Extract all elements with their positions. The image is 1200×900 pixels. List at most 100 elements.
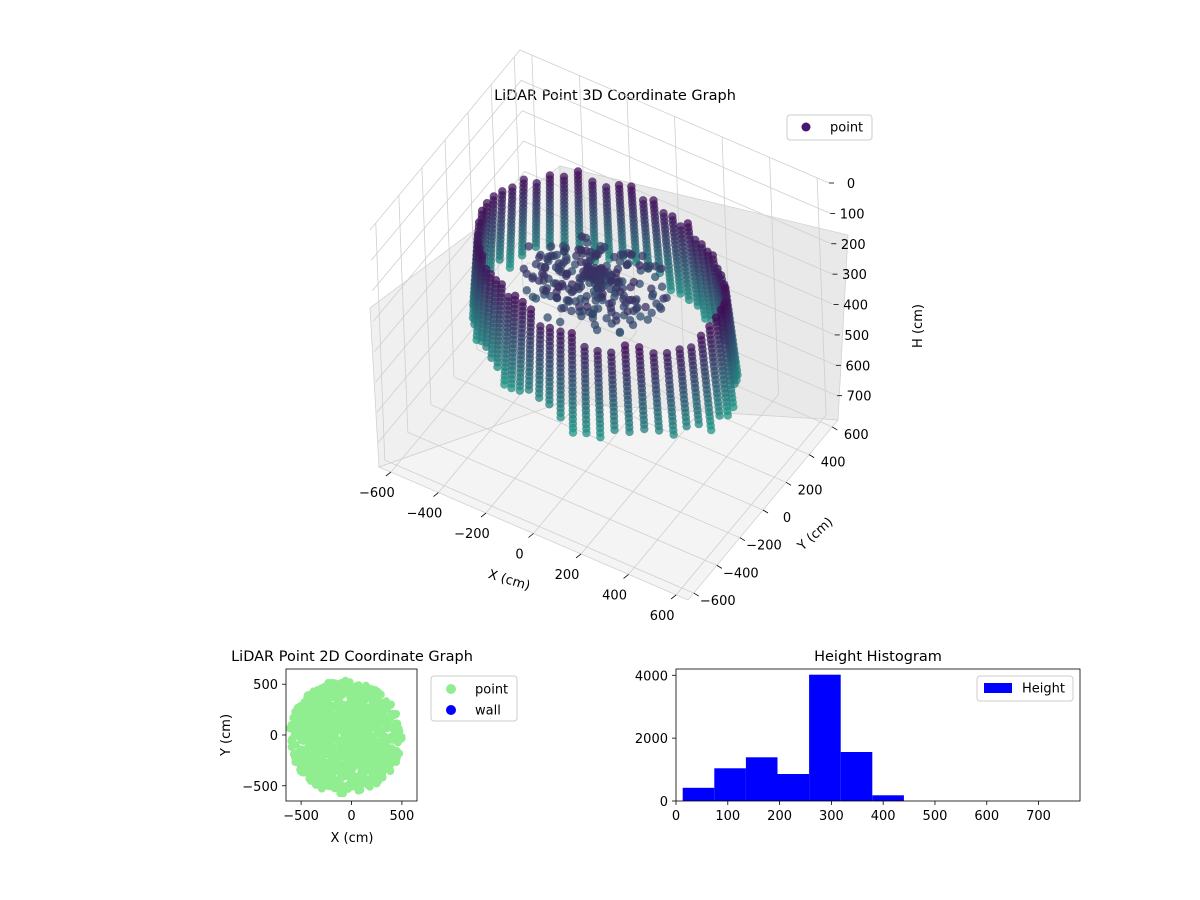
x-axis-label-2d: X (cm) xyxy=(331,831,374,846)
point-3d xyxy=(552,287,561,297)
point-3d xyxy=(522,286,531,295)
point-3d xyxy=(524,385,534,394)
point-3d xyxy=(486,269,495,279)
point-2d xyxy=(307,741,316,750)
point-2d xyxy=(372,700,381,709)
point-3d xyxy=(524,242,533,251)
point-3d xyxy=(669,430,678,439)
point-2d xyxy=(353,747,361,756)
point-3d xyxy=(647,308,656,317)
point-3d xyxy=(528,274,537,283)
point-2d xyxy=(362,707,371,716)
point-3d xyxy=(715,411,724,420)
point-2d xyxy=(317,784,326,793)
point-2d xyxy=(354,786,363,795)
point-3d xyxy=(625,427,634,437)
point-3d xyxy=(489,192,498,201)
z-tick-label-3d: 200 xyxy=(841,238,866,253)
point-3d xyxy=(577,274,586,284)
point-2d xyxy=(309,726,317,735)
point-2d xyxy=(363,714,372,723)
point-3d xyxy=(633,303,642,312)
y-tick-label-3d: −200 xyxy=(746,539,782,554)
point-3d xyxy=(493,362,502,372)
point-3d xyxy=(668,212,677,221)
grid-line-z xyxy=(372,110,832,292)
point-2d xyxy=(337,787,346,795)
point-2d xyxy=(337,679,346,687)
point-3d xyxy=(576,257,586,267)
y-tick-3d xyxy=(716,565,723,569)
ticks-histogram: 0 100 200 300 400 500 600 700 0 2000 4000 xyxy=(635,669,1051,824)
x-tick-3d xyxy=(385,471,392,477)
point-2d xyxy=(315,710,324,719)
grid-line-y xyxy=(398,195,718,566)
legend-2d: point wall xyxy=(430,675,518,722)
z-axis-label-3d: H (cm) xyxy=(911,304,926,348)
point-2d xyxy=(326,718,335,727)
point-2d xyxy=(305,774,314,783)
point-3d xyxy=(614,181,624,190)
point-2d xyxy=(329,684,338,693)
point-2d xyxy=(308,705,316,714)
point-2d xyxy=(303,691,312,700)
grid-line-x xyxy=(485,96,637,514)
point-2d xyxy=(287,743,296,751)
legend-histogram-label: Height xyxy=(1022,682,1065,697)
point-3d xyxy=(626,283,635,292)
point-3d xyxy=(543,313,552,322)
x-tick-label-histogram: 100 xyxy=(715,809,740,824)
point-3d xyxy=(546,242,556,251)
x-tick-label-histogram: 500 xyxy=(923,809,948,824)
y-tick-label-3d: 400 xyxy=(821,456,846,471)
point-cloud-3d xyxy=(468,167,742,442)
histogram-bar xyxy=(714,768,746,801)
point-3d xyxy=(616,250,625,259)
point-2d xyxy=(336,766,345,775)
chart-2d: LiDAR Point 2D Coordinate Graph −500 0 500… xyxy=(219,649,518,846)
point-2d xyxy=(357,696,366,705)
point-2d xyxy=(356,780,365,789)
point-3d xyxy=(638,251,647,261)
point-3d xyxy=(556,317,565,327)
ticks-2d: −500 0 500 500 0 −500 xyxy=(242,678,414,824)
grid-line-z xyxy=(369,49,830,231)
x-tick-label-2d: −500 xyxy=(283,809,319,824)
point-3d xyxy=(573,167,583,176)
grid-line-z xyxy=(373,140,833,322)
point-2d xyxy=(371,759,380,768)
point-2d xyxy=(363,775,372,784)
chart-histogram: Height Histogram 0 100 200 300 400 500 600 7000… xyxy=(635,649,1081,824)
point-3d xyxy=(568,428,578,437)
y-tick-3d xyxy=(693,592,699,597)
grid-line-y xyxy=(444,139,764,511)
grid-line-x xyxy=(675,177,827,596)
point-3d xyxy=(567,287,576,297)
point-3d xyxy=(592,325,602,335)
point-3d xyxy=(615,257,625,266)
point-3d xyxy=(575,302,584,311)
point-3d xyxy=(515,386,524,395)
point-3d xyxy=(628,320,638,330)
point-2d xyxy=(296,765,305,774)
point-2d xyxy=(346,747,355,756)
y-tick-label-3d: 0 xyxy=(783,511,791,526)
x-tick-label-histogram: 700 xyxy=(1026,809,1051,824)
point-3d xyxy=(625,295,634,305)
point-3d xyxy=(577,311,586,321)
x-tick-label-3d: 0 xyxy=(515,548,523,563)
point-3d xyxy=(559,303,569,313)
point-3d xyxy=(475,244,484,253)
point-2d xyxy=(361,720,370,729)
point-3d xyxy=(610,425,619,435)
point-2d xyxy=(365,731,374,740)
z-tick-label-3d: 500 xyxy=(844,329,869,344)
point-3d xyxy=(694,419,703,429)
point-3d xyxy=(487,353,496,362)
x-tick-label-2d: 0 xyxy=(347,809,355,824)
point-3d xyxy=(559,172,569,181)
point-2d xyxy=(338,746,347,755)
legend-histogram: Height xyxy=(976,675,1074,702)
point-3d xyxy=(602,314,611,323)
point-2d xyxy=(301,745,310,754)
